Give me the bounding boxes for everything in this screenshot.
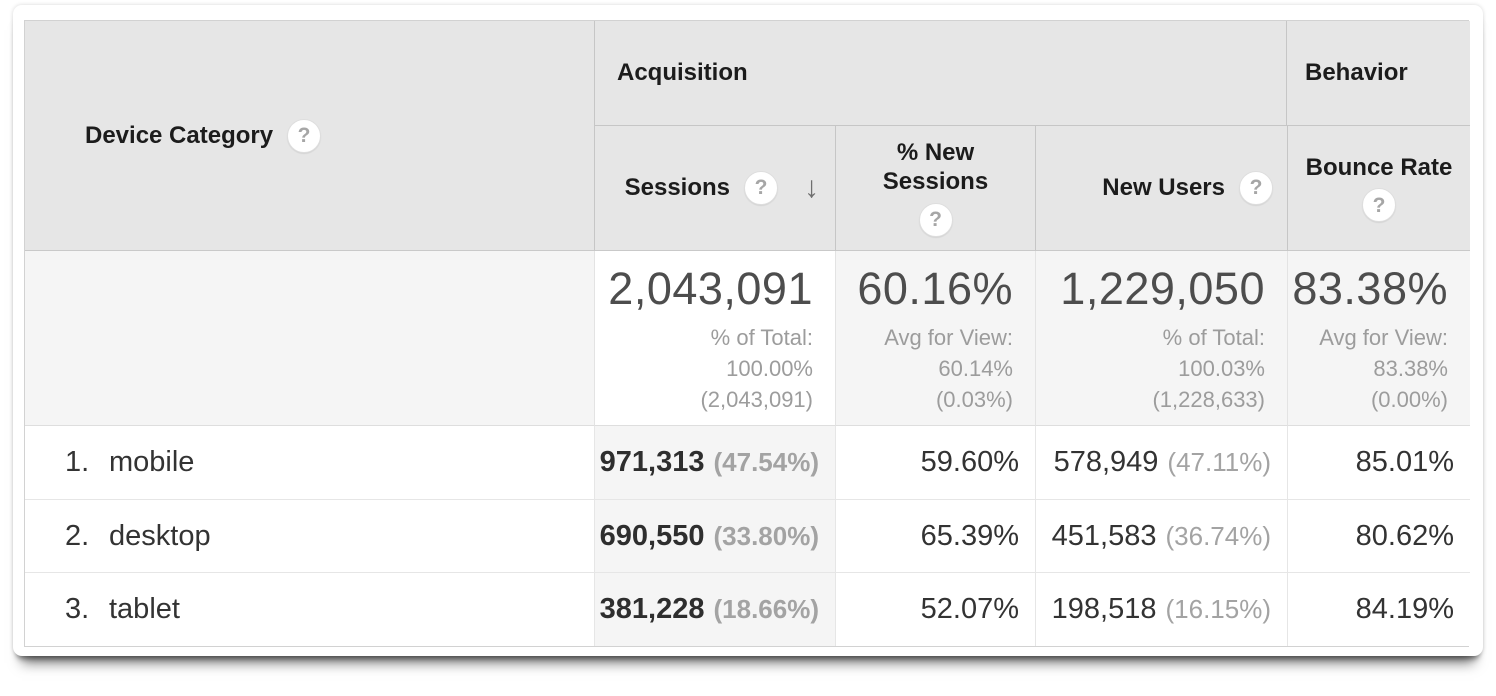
summary-device-category-cell bbox=[25, 251, 594, 426]
row-label: mobile bbox=[109, 446, 195, 478]
sessions-cell: 971,313 (47.54%) bbox=[594, 426, 835, 500]
percent-new-sessions-header-line1: % New bbox=[896, 139, 975, 167]
bounce-rate-cell: 85.01% bbox=[1287, 426, 1470, 500]
new-users-column-header[interactable]: New Users ? bbox=[1035, 126, 1287, 251]
row-label: desktop bbox=[109, 519, 211, 552]
summary-new-users-value: 1,229,050 bbox=[1060, 263, 1265, 314]
sessions-cell: 690,550 (33.80%) bbox=[594, 500, 835, 573]
summary-bounce-rate-value: 83.38% bbox=[1292, 263, 1448, 314]
new-users-cell: 198,518 (16.15%) bbox=[1035, 573, 1287, 646]
summary-new-sessions-value: 60.16% bbox=[857, 263, 1013, 314]
screenshot-card: Device Category ? Acquisition Behavior S… bbox=[13, 5, 1483, 656]
summary-bounce-rate-note: Avg for View: 83.38% (0.00%) bbox=[1319, 325, 1448, 412]
behavior-group-label: Behavior bbox=[1305, 59, 1408, 86]
summary-sessions-cell: 2,043,091 % of Total: 100.00% (2,043,091… bbox=[594, 251, 835, 426]
help-icon[interactable]: ? bbox=[744, 171, 778, 205]
sort-descending-icon[interactable]: ↓ bbox=[804, 171, 819, 204]
summary-sessions-value: 2,043,091 bbox=[608, 263, 813, 314]
sessions-column-header[interactable]: Sessions ? ↓ bbox=[594, 126, 835, 251]
behavior-group-header: Behavior bbox=[1287, 21, 1470, 126]
acquisition-group-header: Acquisition bbox=[594, 21, 1287, 126]
sessions-cell: 381,228 (18.66%) bbox=[594, 573, 835, 646]
bounce-rate-cell: 80.62% bbox=[1287, 500, 1470, 573]
summary-bounce-rate-cell: 83.38% Avg for View: 83.38% (0.00%) bbox=[1287, 251, 1470, 426]
summary-new-sessions-note: Avg for View: 60.14% (0.03%) bbox=[884, 325, 1013, 412]
bounce-rate-cell: 84.19% bbox=[1287, 573, 1470, 646]
table-row-device-cell: 2. desktop bbox=[25, 500, 594, 573]
help-icon[interactable]: ? bbox=[1362, 188, 1396, 223]
acquisition-group-label: Acquisition bbox=[617, 59, 748, 86]
device-category-header-label: Device Category bbox=[85, 121, 274, 149]
device-category-header[interactable]: Device Category ? bbox=[25, 21, 594, 251]
row-rank: 1. bbox=[65, 446, 90, 478]
summary-new-sessions-cell: 60.16% Avg for View: 60.14% (0.03%) bbox=[835, 251, 1035, 426]
summary-new-users-note: % of Total: 100.03% (1,228,633) bbox=[1152, 325, 1265, 412]
help-icon[interactable]: ? bbox=[918, 202, 953, 237]
summary-sessions-note: % of Total: 100.00% (2,043,091) bbox=[700, 325, 813, 412]
bounce-rate-header-label: Bounce Rate bbox=[1305, 153, 1453, 181]
new-sessions-cell: 52.07% bbox=[835, 573, 1035, 646]
percent-new-sessions-column-header[interactable]: % New Sessions ? bbox=[835, 126, 1035, 251]
row-label: tablet bbox=[109, 593, 180, 625]
new-sessions-cell: 65.39% bbox=[835, 500, 1035, 573]
analytics-table: Device Category ? Acquisition Behavior S… bbox=[24, 20, 1470, 647]
row-rank: 3. bbox=[65, 593, 90, 625]
new-users-header-label: New Users bbox=[1102, 174, 1225, 201]
percent-new-sessions-header-line2: Sessions bbox=[882, 168, 989, 195]
bounce-rate-column-header[interactable]: Bounce Rate ? bbox=[1287, 126, 1470, 251]
new-users-cell: 578,949 (47.11%) bbox=[1035, 426, 1287, 500]
row-rank: 2. bbox=[65, 519, 90, 552]
new-users-cell: 451,583 (36.74%) bbox=[1035, 500, 1287, 573]
table-row-device-cell: 1. mobile bbox=[25, 426, 594, 500]
new-sessions-cell: 59.60% bbox=[835, 426, 1035, 500]
summary-new-users-cell: 1,229,050 % of Total: 100.03% (1,228,633… bbox=[1035, 251, 1287, 426]
help-icon[interactable]: ? bbox=[1239, 171, 1273, 205]
sessions-header-label: Sessions bbox=[624, 174, 730, 201]
table-row-device-cell: 3. tablet bbox=[25, 573, 594, 646]
help-icon[interactable]: ? bbox=[287, 118, 322, 153]
